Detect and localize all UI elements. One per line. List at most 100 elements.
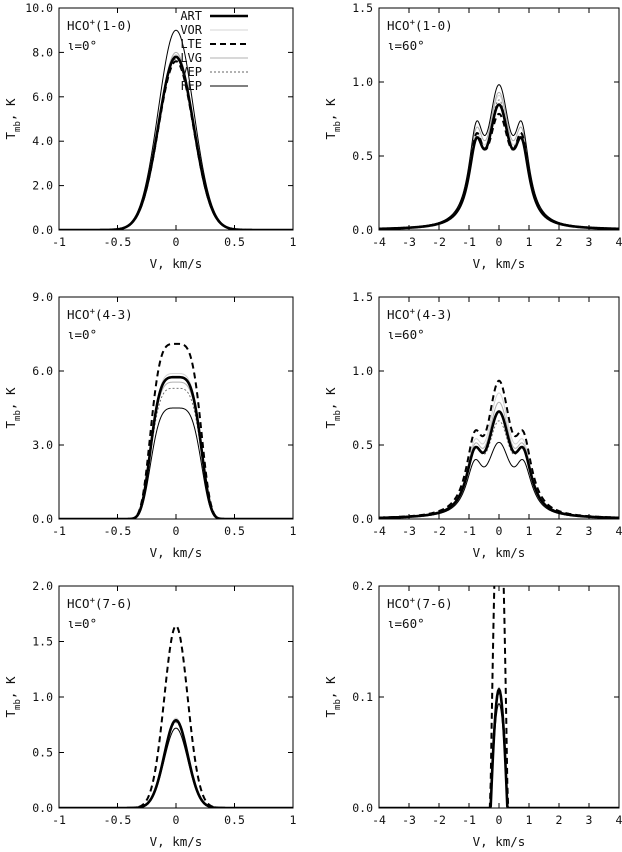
y-axis-label: Tmb, K xyxy=(3,676,23,717)
series-line-vor xyxy=(59,54,293,230)
x-axis-label: V, km/s xyxy=(473,545,526,560)
inclination-label: ι=60° xyxy=(387,616,425,631)
y-tick-label: 0.5 xyxy=(352,149,373,163)
y-tick-label: 0.2 xyxy=(352,579,373,593)
y-tick-label: 9.0 xyxy=(32,290,53,304)
inclination-label: ι=60° xyxy=(387,327,425,342)
series-line-art xyxy=(379,103,619,230)
series-line-fep xyxy=(59,727,293,808)
x-tick-label: 0 xyxy=(496,524,503,538)
x-tick-label: 1 xyxy=(526,813,533,827)
series-line-vor xyxy=(59,372,293,519)
y-axis-label: Tmb, K xyxy=(323,98,343,139)
y-tick-label: 4.0 xyxy=(32,134,53,148)
y-tick-label: 1.5 xyxy=(352,290,373,304)
x-tick-label: 3 xyxy=(586,235,593,249)
molecule-label: HCO+(1-0) xyxy=(387,18,453,33)
y-tick-label: 0.0 xyxy=(352,223,373,237)
y-axis-label: Tmb, K xyxy=(3,98,23,139)
x-tick-label: -2 xyxy=(432,524,446,538)
x-tick-label: 2 xyxy=(556,524,563,538)
x-tick-label: 0.5 xyxy=(224,813,245,827)
y-tick-label: 0.0 xyxy=(352,512,373,526)
y-tick-label: 0.1 xyxy=(352,690,373,704)
x-tick-label: -1 xyxy=(52,813,66,827)
series-line-art xyxy=(379,410,619,519)
y-tick-label: 0.0 xyxy=(32,512,53,526)
y-tick-label: 0.0 xyxy=(32,801,53,815)
x-tick-label: -0.5 xyxy=(104,813,132,827)
inclination-label: ι=0° xyxy=(67,327,97,342)
inclination-label: ι=0° xyxy=(67,616,97,631)
y-tick-label: 6.0 xyxy=(32,364,53,378)
x-tick-label: 1 xyxy=(526,235,533,249)
x-tick-label: -2 xyxy=(432,813,446,827)
x-tick-label: 0 xyxy=(496,813,503,827)
legend-label-vor: VOR xyxy=(180,23,202,37)
x-tick-label: -4 xyxy=(372,813,386,827)
x-tick-label: 1 xyxy=(290,235,297,249)
x-tick-label: 0.5 xyxy=(224,524,245,538)
series-line-vor xyxy=(59,717,293,808)
y-tick-label: 0.5 xyxy=(32,746,53,760)
legend-label-fep: FEP xyxy=(180,79,202,93)
y-tick-label: 8.0 xyxy=(32,45,53,59)
y-tick-label: 1.5 xyxy=(352,1,373,15)
y-axis-label: Tmb, K xyxy=(3,387,23,428)
legend-label-art: ART xyxy=(180,9,202,23)
series-group xyxy=(59,624,293,808)
y-tick-label: 2.0 xyxy=(32,179,53,193)
x-tick-label: -4 xyxy=(372,235,386,249)
series-line-art xyxy=(59,719,293,808)
y-axis-label: Tmb, K xyxy=(323,387,343,428)
y-tick-label: 3.0 xyxy=(32,438,53,452)
x-axis-label: V, km/s xyxy=(150,834,203,849)
x-tick-label: -4 xyxy=(372,524,386,538)
series-line-lvg xyxy=(59,51,293,230)
y-tick-label: 0.5 xyxy=(352,438,373,452)
x-tick-label: 4 xyxy=(616,524,622,538)
x-tick-label: -3 xyxy=(402,524,416,538)
series-group xyxy=(379,586,619,808)
series-line-lte xyxy=(59,342,293,519)
x-tick-label: 0.5 xyxy=(224,235,245,249)
inclination-label: ι=0° xyxy=(67,38,97,53)
chart-panel-p22: -4 -3 -2 -1 0 1 2 3 4 0.0 0.5 1.0 1.5 V, km/s Tmb, K HC… xyxy=(323,290,622,560)
series-line-vor xyxy=(379,687,619,808)
y-tick-label: 6.0 xyxy=(32,90,53,104)
molecule-label: HCO+(7-6) xyxy=(387,596,453,611)
chart-panel-p12: -4 -3 -2 -1 0 1 2 3 4 0.0 0.5 1.0 1.5 V, km/s Tmb, K HC… xyxy=(323,1,622,271)
x-tick-label: 1 xyxy=(290,524,297,538)
series-line-vep xyxy=(379,99,619,230)
x-tick-label: 4 xyxy=(616,813,622,827)
series-line-lvg xyxy=(59,718,293,808)
x-tick-label: 1 xyxy=(526,524,533,538)
x-tick-label: -2 xyxy=(432,235,446,249)
series-group xyxy=(59,29,293,230)
y-tick-label: 1.0 xyxy=(32,690,53,704)
x-tick-label: -3 xyxy=(402,813,416,827)
molecule-label: HCO+(4-3) xyxy=(387,307,453,322)
molecule-label: HCO+(4-3) xyxy=(67,307,133,322)
x-axis-label: V, km/s xyxy=(150,256,203,271)
molecule-label: HCO+(7-6) xyxy=(67,596,133,611)
series-line-vor xyxy=(379,94,619,230)
series-line-vep xyxy=(379,420,619,519)
chart-panel-p32: -4 -3 -2 -1 0 1 2 3 4 0.0 0.1 0.2 V, km/s Tmb, K HCO+(… xyxy=(323,579,622,849)
x-tick-label: -1 xyxy=(52,524,66,538)
x-tick-label: -1 xyxy=(52,235,66,249)
series-line-fep xyxy=(379,441,619,519)
series-line-lvg xyxy=(379,686,619,808)
x-tick-label: -0.5 xyxy=(104,524,132,538)
molecule-label: HCO+(1-0) xyxy=(67,18,133,33)
series-line-lte xyxy=(59,60,293,230)
x-tick-label: 3 xyxy=(586,524,593,538)
series-group xyxy=(379,379,619,519)
series-line-fep xyxy=(379,84,619,230)
x-tick-label: 4 xyxy=(616,235,622,249)
x-axis-label: V, km/s xyxy=(473,834,526,849)
y-tick-label: 1.5 xyxy=(32,635,53,649)
legend-label-vep: VEP xyxy=(180,65,202,79)
series-line-lvg xyxy=(379,91,619,230)
